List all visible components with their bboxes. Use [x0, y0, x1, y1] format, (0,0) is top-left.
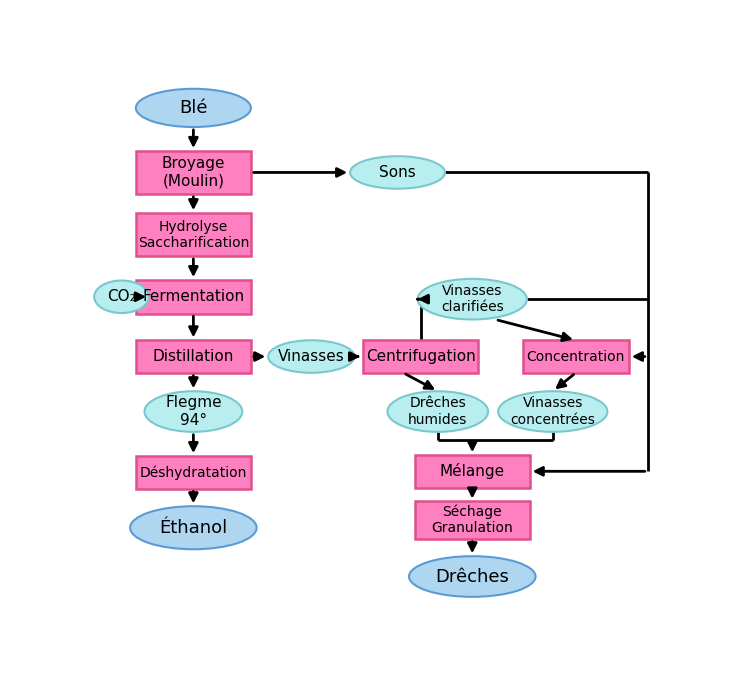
Text: Blé: Blé — [179, 99, 208, 117]
Ellipse shape — [418, 279, 527, 320]
Text: Flegme
94°: Flegme 94° — [165, 395, 222, 428]
Text: Drêches
humides: Drêches humides — [408, 396, 467, 426]
Text: Concentration: Concentration — [527, 350, 625, 364]
FancyBboxPatch shape — [136, 151, 251, 194]
Text: Déshydratation: Déshydratation — [139, 465, 247, 479]
Text: Éthanol: Éthanol — [160, 519, 228, 537]
Ellipse shape — [145, 391, 243, 432]
Text: Drêches: Drêches — [436, 568, 509, 585]
Ellipse shape — [136, 89, 251, 127]
Ellipse shape — [498, 391, 608, 432]
Ellipse shape — [130, 506, 257, 549]
Ellipse shape — [350, 156, 445, 189]
Text: Mélange: Mélange — [440, 463, 505, 479]
FancyBboxPatch shape — [415, 501, 530, 539]
FancyBboxPatch shape — [136, 213, 251, 256]
Text: Centrifugation: Centrifugation — [366, 349, 476, 364]
FancyBboxPatch shape — [136, 280, 251, 313]
Text: Vinasses
concentrées: Vinasses concentrées — [510, 396, 595, 426]
Ellipse shape — [94, 281, 149, 313]
Text: Vinasses
clarifiées: Vinasses clarifiées — [441, 284, 504, 314]
Ellipse shape — [387, 391, 488, 432]
Text: Vinasses: Vinasses — [278, 349, 344, 364]
Text: Distillation: Distillation — [153, 349, 234, 364]
FancyBboxPatch shape — [136, 456, 251, 488]
FancyBboxPatch shape — [363, 340, 478, 373]
FancyBboxPatch shape — [522, 340, 629, 373]
Text: Séchage
Granulation: Séchage Granulation — [431, 505, 513, 535]
FancyBboxPatch shape — [136, 340, 251, 373]
Text: CO₂: CO₂ — [107, 289, 136, 304]
Text: Broyage
(Moulin): Broyage (Moulin) — [162, 156, 225, 188]
Ellipse shape — [268, 340, 355, 373]
FancyBboxPatch shape — [415, 455, 530, 488]
Text: Fermentation: Fermentation — [142, 289, 244, 304]
Ellipse shape — [409, 556, 536, 597]
Text: Sons: Sons — [379, 165, 416, 180]
Text: Hydrolyse
Saccharification: Hydrolyse Saccharification — [138, 220, 249, 250]
